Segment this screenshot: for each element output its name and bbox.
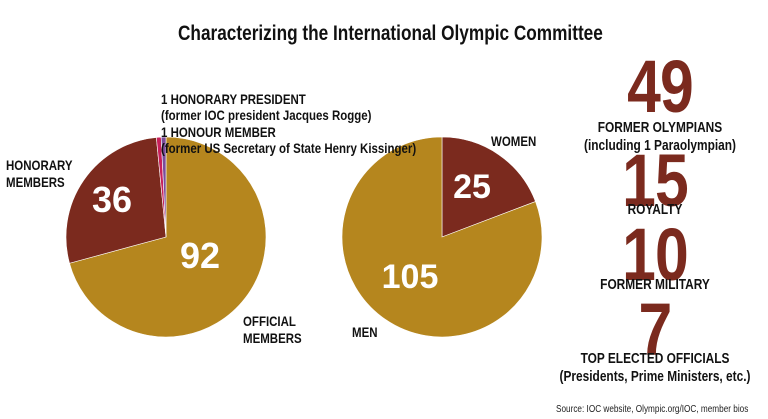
pie-slice-women bbox=[441, 136, 536, 238]
stat-royalty-label: ROYALTY bbox=[627, 202, 683, 218]
stat-olympians-value: 49 bbox=[627, 45, 694, 128]
honour-member-label: 1 HONOUR MEMBER bbox=[161, 124, 276, 140]
stat-olympians-label: FORMER OLYMPIANS bbox=[597, 120, 723, 136]
official-members-label-1: OFFICIAL bbox=[243, 313, 296, 329]
honorary-members-label-1: HONORARY bbox=[6, 157, 73, 173]
pie-value-label: 36 bbox=[92, 179, 132, 220]
stat-military-label: FORMER MILITARY bbox=[600, 277, 710, 293]
pie-slice-men bbox=[341, 136, 543, 338]
honour-member-note: (former US Secretary of State Henry Kiss… bbox=[161, 140, 417, 156]
honorary-president-note: (former IOC president Jacques Rogge) bbox=[161, 107, 372, 123]
pie-value-label: 92 bbox=[180, 235, 220, 276]
honorary-president-label: 1 HONORARY PRESIDENT bbox=[161, 91, 306, 107]
official-members-label-2: MEMBERS bbox=[243, 330, 302, 346]
stat-olympians-sub: (including 1 Paraolympian) bbox=[584, 138, 736, 154]
pie-value-label: 25 bbox=[453, 168, 491, 206]
pie-value-label: 105 bbox=[382, 258, 439, 296]
stat-royalty-value: 15 bbox=[622, 139, 689, 222]
stat-military-value: 10 bbox=[622, 213, 689, 296]
women-label: WOMEN bbox=[491, 133, 537, 149]
stat-officials-sub: (Presidents, Prime Ministers, etc.) bbox=[559, 369, 751, 385]
pie-slice-official-members bbox=[69, 136, 267, 338]
pie-slice-1-honour-member bbox=[160, 136, 167, 238]
source-note: Source: IOC website, Olympic.org/IOC, me… bbox=[556, 404, 749, 415]
pie-slice-honorary-members bbox=[65, 137, 167, 264]
stat-officials-value: 7 bbox=[638, 288, 673, 371]
men-label: MEN bbox=[352, 324, 378, 340]
stat-officials-label: TOP ELECTED OFFICIALS bbox=[580, 351, 730, 367]
chart-title: Characterizing the International Olympic… bbox=[178, 22, 603, 45]
honorary-members-label-2: MEMBERS bbox=[6, 174, 65, 190]
